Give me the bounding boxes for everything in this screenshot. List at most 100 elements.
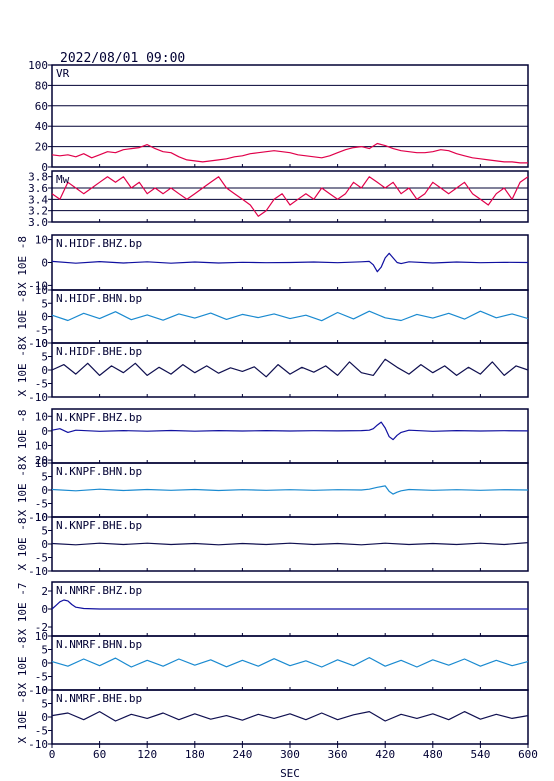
panel-frame <box>51 170 529 223</box>
x-axis-tick-label: 480 <box>423 748 443 761</box>
series-line <box>51 176 529 217</box>
y-unit-label: X 10E -8 <box>16 344 29 397</box>
y-tick-label: 10 <box>35 630 48 643</box>
panel-label: N.NMRF.BHZ.bp <box>56 584 142 597</box>
y-tick-label: 10 <box>35 457 48 470</box>
panel-label: N.KNPF.BHN.bp <box>56 465 142 478</box>
panel-0: 0 20 40 60 80 100 VR <box>28 59 529 174</box>
y-tick-label: -5 <box>35 324 48 337</box>
y-tick-label: -10 <box>28 511 48 524</box>
series-line <box>51 542 529 546</box>
y-tick-label: 10 <box>35 337 48 350</box>
panel-frame <box>51 64 529 168</box>
y-tick-label: -2 <box>35 621 48 634</box>
y-unit-label: X 10E -8 <box>16 691 29 744</box>
y-tick-label: 60 <box>35 100 48 113</box>
header-datetime: 2022/08/01 09:00 <box>60 51 185 66</box>
y-tick-label: 5 <box>41 525 48 538</box>
x-axis-tick-label: 180 <box>185 748 205 761</box>
y-tick-label: 5 <box>41 297 48 310</box>
y-unit-label: X 10E -7 <box>16 583 29 636</box>
x-axis-tick-label: 120 <box>137 748 157 761</box>
y-tick-label: 3.2 <box>28 205 48 218</box>
y-tick-label: -10 <box>28 684 48 697</box>
y-tick-label: 0 <box>41 484 48 497</box>
y-tick-label: -5 <box>35 378 48 391</box>
y-tick-label: 0 <box>41 311 48 324</box>
y-tick-label: 0 <box>41 657 48 670</box>
y-tick-label: 10 <box>35 439 48 452</box>
y-tick-label: 10 <box>35 234 48 247</box>
x-axis-tick-label: 300 <box>280 748 300 761</box>
y-unit-label: X 10E -8 <box>16 464 29 517</box>
series-line <box>51 142 528 164</box>
series-line <box>51 310 529 322</box>
y-tick-label: -10 <box>28 337 48 350</box>
y-tick-label: -10 <box>28 391 48 404</box>
panel-8: -2 0 2 N.NMRF.BHZ.bp X 10E -7 <box>16 581 529 637</box>
panel-label: Mw <box>56 173 70 186</box>
y-unit-label: X 10E -8 <box>16 236 29 289</box>
y-tick-label: 10 <box>35 511 48 524</box>
y-tick-label: 40 <box>35 120 48 133</box>
y-tick-label: -10 <box>28 738 48 751</box>
y-tick-label: 0 <box>41 257 48 270</box>
y-tick-label: 0 <box>41 603 48 616</box>
y-tick-label: 5 <box>41 698 48 711</box>
y-tick-label: 10 <box>35 284 48 297</box>
y-unit-label: X 10E -8 <box>16 518 29 571</box>
y-tick-label: 10 <box>35 684 48 697</box>
x-axis: 0 60 120 180 240 300 360 420 480 540 600 <box>49 744 538 761</box>
y-tick-label: -5 <box>35 552 48 565</box>
y-tick-label: 5 <box>41 644 48 657</box>
y-tick-label: 3.0 <box>28 216 48 229</box>
y-tick-label: 0 <box>41 161 48 174</box>
y-tick-label: -10 <box>28 565 48 578</box>
x-axis-tick-label: 240 <box>232 748 252 761</box>
series-line <box>51 485 529 495</box>
series-line <box>51 421 529 441</box>
y-unit-label: X 10E -8 <box>16 410 29 463</box>
x-axis-label: SEC <box>280 767 300 780</box>
y-tick-label: 10 <box>35 410 48 423</box>
y-tick-label: 3.6 <box>28 182 48 195</box>
series-line <box>51 358 529 378</box>
y-tick-label: 2 <box>41 585 48 598</box>
series-line <box>51 656 529 668</box>
panel-label: N.KNPF.BHZ.bp <box>56 411 142 424</box>
panel-label: VR <box>56 67 70 80</box>
panel-label: N.HIDF.BHZ.bp <box>56 237 142 250</box>
series-line <box>51 710 529 722</box>
y-tick-label: 0 <box>41 538 48 551</box>
panel-label: N.NMRF.BHE.bp <box>56 692 142 705</box>
y-unit-label: X 10E -8 <box>16 290 29 343</box>
x-axis-tick-label: 600 <box>518 748 538 761</box>
y-tick-label: 80 <box>35 79 48 92</box>
y-tick-label: 3.8 <box>28 171 48 184</box>
panel-label: N.HIDF.BHE.bp <box>56 345 142 358</box>
y-tick-label: -5 <box>35 498 48 511</box>
x-axis-tick-label: 540 <box>470 748 490 761</box>
y-tick-label: -5 <box>35 725 48 738</box>
panel-1: 3.03.23.43.63.8 Mw <box>28 170 529 229</box>
panel-2: -10 0 10 N.HIDF.BHZ.bp X 10E -8 <box>16 234 529 292</box>
y-tick-label: 5 <box>41 351 48 364</box>
y-tick-label: -5 <box>35 671 48 684</box>
y-unit-label: X 10E -8 <box>16 637 29 690</box>
panel-label: N.NMRF.BHN.bp <box>56 638 142 651</box>
y-tick-label: 20 <box>35 454 48 467</box>
series-line <box>51 599 528 610</box>
y-tick-label: 5 <box>41 471 48 484</box>
y-tick-label: 100 <box>28 59 48 72</box>
y-tick-label: 0 <box>41 711 48 724</box>
y-tick-label: 0 <box>41 425 48 438</box>
panel-label: N.HIDF.BHN.bp <box>56 292 142 305</box>
